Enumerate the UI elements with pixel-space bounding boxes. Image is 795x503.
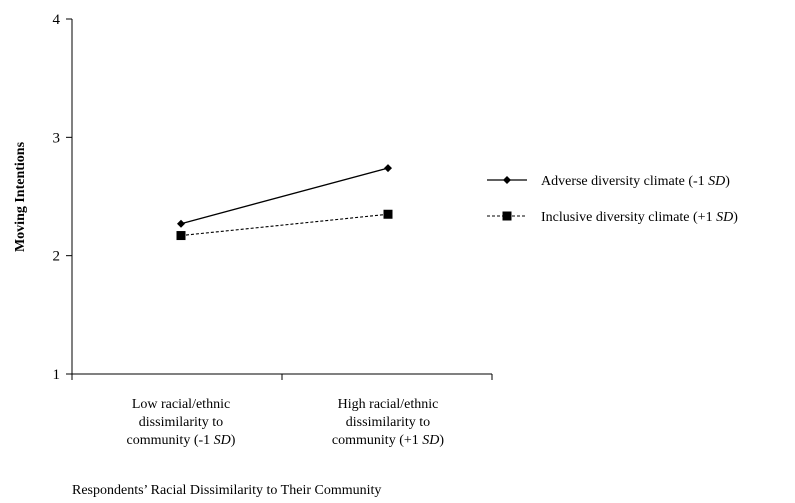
- series-2-point: [383, 209, 393, 219]
- legend-label-2: Inclusive diversity climate (+1 SD): [541, 210, 738, 225]
- y-tick-label: 1: [53, 367, 61, 383]
- y-tick-label: 2: [53, 249, 61, 265]
- x-axis: Low racial/ethnic dissimilarity to communi…: [71, 373, 493, 448]
- legend-label-1: Adverse diversity climate (-1 SD): [541, 174, 730, 189]
- series-line-2: [180, 213, 389, 237]
- series-1-point: [384, 164, 392, 173]
- x-tick-label: High racial/ethnic dissimilarity to commun…: [332, 397, 444, 448]
- legend-marker-1: [503, 176, 511, 184]
- series-2-point: [176, 231, 186, 241]
- y-axis-label: Moving Intentions: [13, 141, 28, 252]
- y-tick-label: 3: [53, 130, 61, 146]
- y-axis: 1 2 3 4: [53, 12, 73, 383]
- x-tick-label: Low racial/ethnic dissimilarity to communi…: [127, 397, 236, 448]
- legend-marker-2: [502, 211, 512, 221]
- plot-series: [176, 164, 393, 241]
- y-tick-label: 4: [53, 12, 61, 28]
- series-1-point: [177, 219, 185, 228]
- series-line-1: [180, 167, 389, 225]
- x-axis-label: Respondents’ Racial Dissimilarity to The…: [72, 483, 381, 498]
- legend: Adverse diversity climate (-1 SD) Inclusi…: [487, 174, 738, 225]
